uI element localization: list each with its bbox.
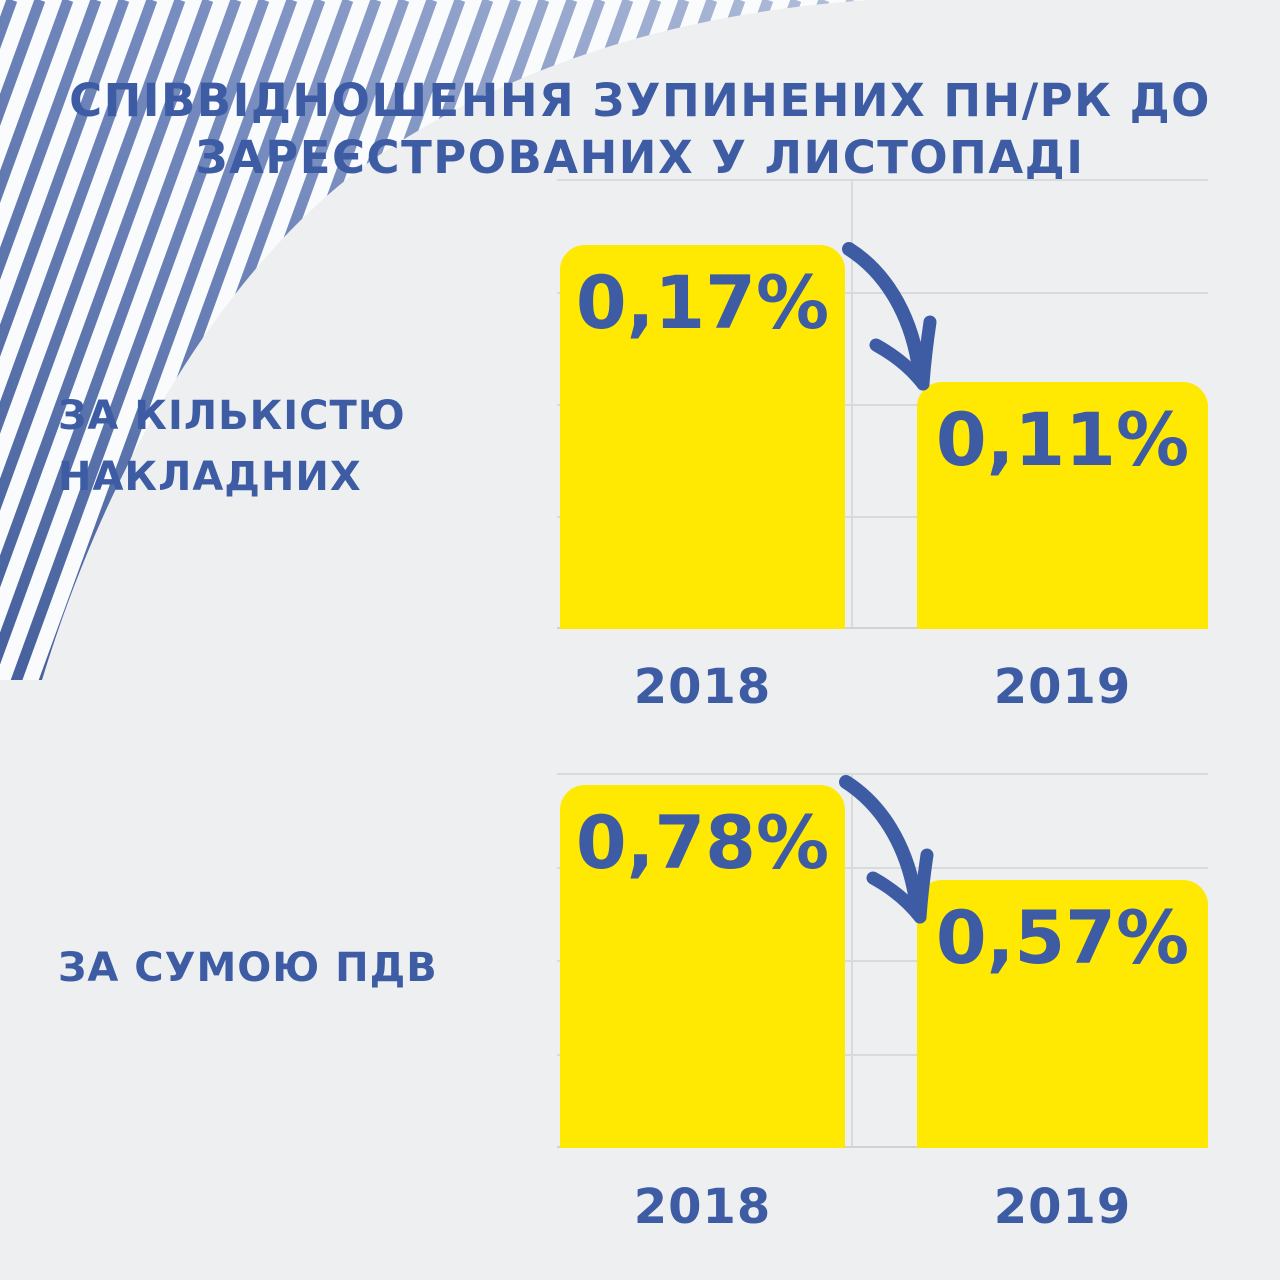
corner-blob — [0, 0, 870, 680]
x-tick-2018: 2018 — [633, 1179, 772, 1235]
page-title: СПІВВІДНОШЕННЯ ЗУПИНЕНИХ ПН/РК ДО ЗАРЕЄС… — [30, 72, 1250, 186]
x-axis-baseline — [557, 1146, 1208, 1148]
section-label-by-vat-amount: ЗА СУМОЮ ПДВ — [58, 938, 438, 999]
section-label-line: НАКЛАДНИХ — [58, 454, 362, 500]
chart-invoice-count: 0,17% 0,11% 2018 2019 — [557, 179, 1208, 715]
page-title-line2: ЗАРЕЄСТРОВАНИХ У ЛИСТОПАДІ — [195, 131, 1085, 184]
gridline-0.8 — [557, 773, 1208, 775]
bar-value-label: 0,57% — [935, 896, 1190, 981]
gridline-0.4 — [557, 960, 1208, 962]
section-label-by-invoice-count: ЗА КІЛЬКІСТЮ НАКЛАДНИХ — [58, 386, 406, 508]
bar-value-label: 0,78% — [575, 801, 830, 886]
bar-2019-invoice-count: 0,11% — [917, 382, 1208, 629]
page-title-line1: СПІВВІДНОШЕННЯ ЗУПИНЕНИХ ПН/РК ДО — [69, 74, 1211, 127]
x-tick-2019: 2019 — [993, 659, 1132, 715]
chart-vat-amount: 0,78% 0,57% 2018 2019 — [557, 773, 1208, 1235]
x-tick-2019: 2019 — [993, 1179, 1132, 1235]
bar-value-label: 0,17% — [575, 261, 830, 346]
vertical-gridline — [851, 773, 853, 1146]
section-label-line: ЗА КІЛЬКІСТЮ — [58, 393, 406, 439]
gridline-0.05 — [557, 516, 1208, 518]
gridline-0.20 — [557, 179, 1208, 181]
gridline-0.10 — [557, 404, 1208, 406]
section-label-line: ЗА СУМОЮ ПДВ — [58, 945, 438, 991]
bar-value-label: 0,11% — [935, 398, 1190, 483]
bar-2018-invoice-count: 0,17% — [560, 245, 845, 629]
gridline-0.2 — [557, 1054, 1208, 1056]
bar-2019-vat-amount: 0,57% — [917, 880, 1208, 1148]
x-axis-baseline — [557, 627, 1208, 629]
vertical-gridline — [851, 179, 853, 627]
bar-2018-vat-amount: 0,78% — [560, 785, 845, 1148]
x-tick-2018: 2018 — [633, 659, 772, 715]
